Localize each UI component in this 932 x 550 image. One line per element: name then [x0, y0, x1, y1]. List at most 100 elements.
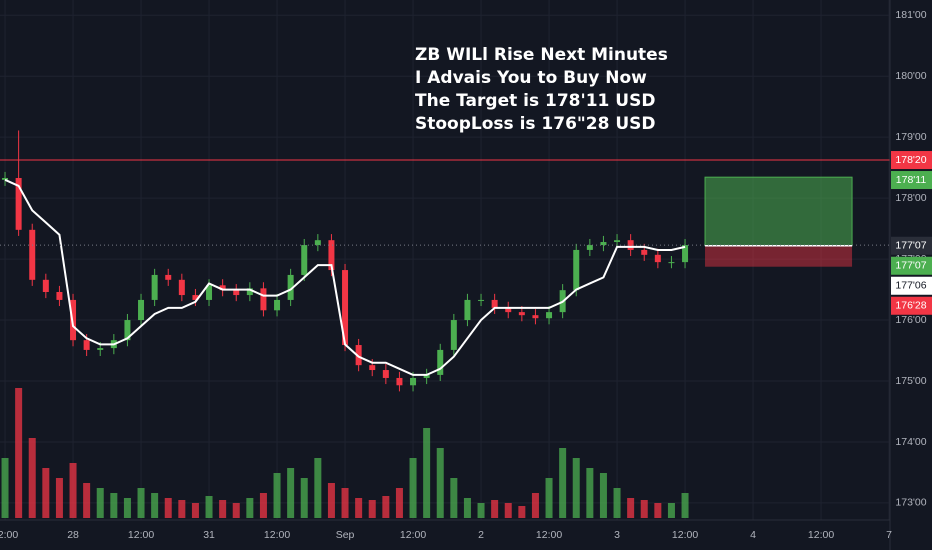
volume-bar — [137, 488, 145, 518]
price-label: 178'20 — [895, 154, 926, 166]
y-tick-label: 181'00 — [895, 9, 926, 21]
x-tick-label: 4 — [750, 529, 756, 541]
volume-bar — [613, 488, 621, 518]
candle-body — [423, 374, 430, 378]
volume-bar — [667, 503, 675, 518]
candle-body — [165, 274, 172, 280]
volume-bar — [314, 458, 322, 518]
candle-body — [546, 312, 553, 319]
volume-bar — [110, 493, 118, 518]
volume-bar — [491, 500, 499, 518]
y-tick-label: 175'00 — [895, 375, 926, 387]
volume-bar — [477, 503, 485, 518]
volume-bar — [151, 493, 159, 518]
candle-body — [246, 288, 253, 296]
volume-bar — [178, 500, 186, 518]
target-zone — [704, 176, 853, 247]
candle-body — [2, 178, 9, 180]
x-tick-label: 2 — [478, 529, 484, 541]
volume-bar — [164, 498, 172, 518]
volume-bar — [42, 468, 50, 518]
volume-bar — [518, 506, 526, 518]
price-label-box — [891, 171, 932, 190]
price-label-box — [891, 276, 932, 295]
annotation: I Advais You to Buy Now — [415, 68, 647, 88]
candle-body — [355, 345, 362, 366]
volume-bar — [300, 478, 308, 518]
volume-bar — [55, 478, 63, 518]
volume-bar — [654, 503, 662, 518]
x-tick-label: 7 — [886, 529, 892, 541]
x-tick-label: 28 — [67, 529, 79, 541]
candle-body — [29, 229, 36, 280]
candle-body — [178, 279, 185, 296]
candle-body — [573, 249, 580, 291]
candle-body — [641, 249, 648, 255]
volume-bar — [205, 496, 213, 518]
price-label-box — [891, 151, 932, 170]
price-label-box — [891, 296, 932, 315]
volume-bar — [1, 458, 9, 518]
candle-body — [260, 288, 267, 311]
candle-body — [219, 285, 226, 291]
x-tick-label: 12:00 — [672, 529, 698, 541]
grid — [0, 0, 890, 520]
volume-bar — [191, 503, 199, 518]
price-label-box — [891, 256, 932, 275]
volume-bar — [96, 488, 104, 518]
volume-bar — [341, 488, 349, 518]
volume-bar — [382, 496, 390, 518]
y-tick-label: 174'00 — [895, 436, 926, 448]
price-label: 178'11 — [896, 174, 927, 186]
y-tick-label: 179'00 — [895, 131, 926, 143]
volume-bar — [531, 493, 539, 518]
candle-body — [410, 377, 417, 386]
x-tick-label: 3 — [614, 529, 620, 541]
volume-bar — [273, 473, 281, 518]
candle-body — [151, 274, 158, 300]
volume-bar — [450, 478, 458, 518]
y-tick-label: 176'00 — [895, 314, 926, 326]
volume-bar — [640, 500, 648, 518]
volume-bar — [423, 428, 431, 518]
candle-body — [192, 295, 199, 300]
volume-bar — [368, 500, 376, 518]
candle-body — [491, 299, 498, 308]
price-label-box — [891, 236, 932, 255]
volume-bar — [436, 448, 444, 518]
volume-bar — [246, 498, 254, 518]
volume-bar — [409, 458, 417, 518]
volume-bar — [463, 498, 471, 518]
price-label: 177'06 — [895, 280, 926, 292]
volume-bar — [504, 503, 512, 518]
candle-body — [437, 349, 444, 375]
x-tick-label: 12:00 — [536, 529, 562, 541]
x-tick-label: 12:00 — [0, 529, 18, 541]
candle-body — [314, 240, 321, 246]
candle-body — [668, 262, 675, 264]
candle-body — [518, 312, 525, 316]
candle-body — [15, 178, 22, 230]
annotation: ZB WILl Rise Next Minutes — [415, 45, 668, 65]
candle-body — [301, 245, 308, 275]
candle-body — [396, 377, 403, 386]
volume-bar — [586, 468, 594, 518]
candle-body — [83, 340, 90, 350]
candle-body — [56, 292, 63, 300]
candle-body — [600, 242, 607, 246]
y-tick-label: 180'00 — [895, 70, 926, 82]
volume-bar — [15, 388, 23, 518]
candle-body — [614, 240, 621, 243]
volume-bar — [259, 493, 267, 518]
candle-body — [124, 320, 131, 341]
volume-bar — [69, 463, 77, 518]
volume-bar — [572, 458, 580, 518]
candle-body — [138, 299, 145, 321]
volume-bar — [599, 473, 607, 518]
volume-bar — [627, 498, 635, 518]
candle-body — [328, 240, 335, 271]
annotation: The Target is 178'11 USD — [415, 91, 655, 111]
price-label: 177'07 — [895, 260, 926, 272]
volume-bar — [327, 483, 335, 518]
